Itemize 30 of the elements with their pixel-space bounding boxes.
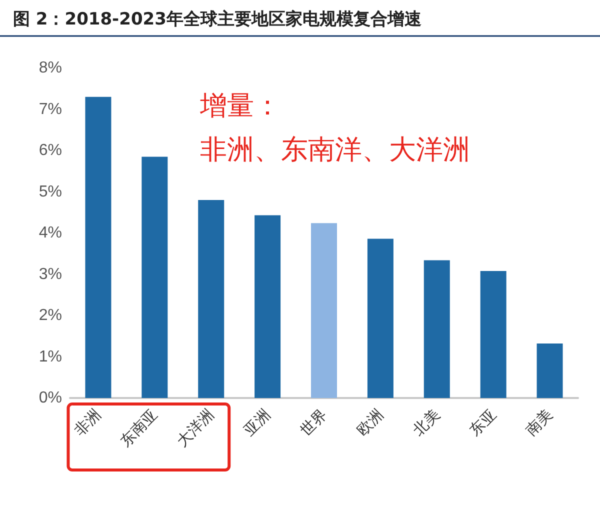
- y-tick-label: 0%: [38, 390, 62, 406]
- y-tick-label: 3%: [38, 266, 62, 283]
- annotation: 增量：: [199, 90, 281, 122]
- y-tick-label: 2%: [38, 307, 62, 324]
- x-tick-label: 世界: [296, 406, 330, 440]
- y-tick-label: 5%: [38, 183, 62, 200]
- x-tick-label: 大洋洲: [172, 406, 218, 450]
- y-tick-label: 1%: [38, 348, 62, 366]
- x-tick-label: 北美: [409, 406, 444, 440]
- bar: [424, 260, 450, 398]
- bar: [367, 238, 394, 398]
- bar: [142, 156, 168, 398]
- chart-title: 图 2：2018-2023年全球主要地区家电规模复合增速: [13, 10, 422, 30]
- y-tick-label: 4%: [38, 224, 62, 242]
- bar: [480, 270, 506, 398]
- x-tick-label: 亚洲: [240, 406, 274, 440]
- y-tick-label: 6%: [38, 142, 62, 159]
- bar: [311, 223, 337, 398]
- annotation: 非洲、东南洋、大洋洲: [200, 134, 470, 166]
- bar: [536, 344, 563, 398]
- x-tick-label: 欧洲: [352, 406, 387, 440]
- y-tick-label: 7%: [38, 100, 62, 118]
- x-tick-label: 非洲: [70, 406, 105, 440]
- bar: [198, 200, 224, 398]
- bar: [254, 215, 281, 398]
- bar: [85, 96, 112, 398]
- x-tick-label: 南美: [522, 406, 556, 440]
- y-tick-label: 8%: [38, 60, 62, 76]
- x-tick-label: 东南亚: [116, 406, 162, 450]
- x-tick-label: 东亚: [466, 406, 500, 440]
